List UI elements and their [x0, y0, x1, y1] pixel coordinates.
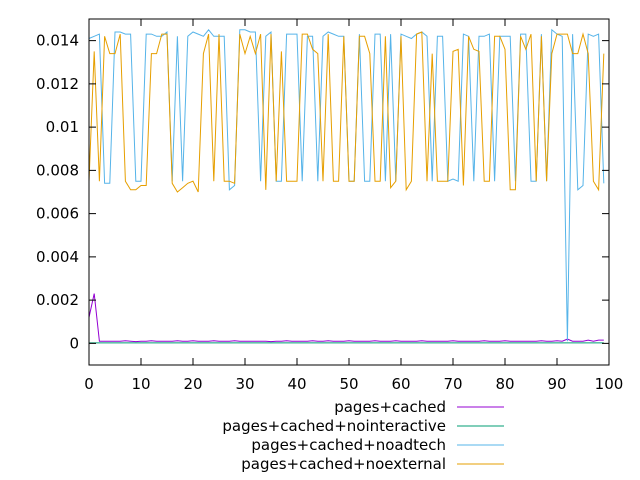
x-tick-label: 60: [391, 375, 410, 393]
axes-layer: 0 10 20 30 40 50 60 70 80 90 100 0 0.002 0.004 0.006 0.…: [36, 19, 623, 393]
legend-label: pages+cached+noadtech: [251, 436, 446, 454]
legend-label: pages+cached: [334, 398, 446, 416]
series-layer: [88, 28, 605, 344]
x-tick-label: 30: [235, 375, 254, 393]
series-line-3: [88, 28, 605, 342]
y-tick-label: 0.01: [46, 118, 79, 136]
y-tick-label: 0.014: [36, 32, 79, 50]
x-tick-label: 100: [595, 375, 624, 393]
series-line-4: [88, 31, 605, 193]
y-tick-label: 0.002: [36, 291, 79, 309]
legend: pages+cachedpages+cached+nointeractivepa…: [222, 398, 504, 473]
y-tick-label: 0: [69, 334, 79, 352]
y-tick-label: 0.006: [36, 205, 79, 223]
x-tick-label: 90: [547, 375, 566, 393]
x-tick-label: 20: [183, 375, 202, 393]
x-tick-label: 80: [495, 375, 514, 393]
legend-label: pages+cached+noexternal: [241, 455, 446, 473]
plot-border: [88, 18, 610, 366]
x-tick-label: 50: [339, 375, 358, 393]
x-tick-label: 70: [443, 375, 462, 393]
y-tick-label: 0.012: [36, 75, 79, 93]
x-tick-label: 10: [131, 375, 150, 393]
legend-label: pages+cached+nointeractive: [222, 417, 446, 435]
y-tick-label: 0.004: [36, 248, 79, 266]
x-tick-label: 0: [84, 375, 94, 393]
y-tick-label: 0.008: [36, 161, 79, 179]
x-tick-label: 40: [287, 375, 306, 393]
series-line-1: [88, 293, 604, 343]
